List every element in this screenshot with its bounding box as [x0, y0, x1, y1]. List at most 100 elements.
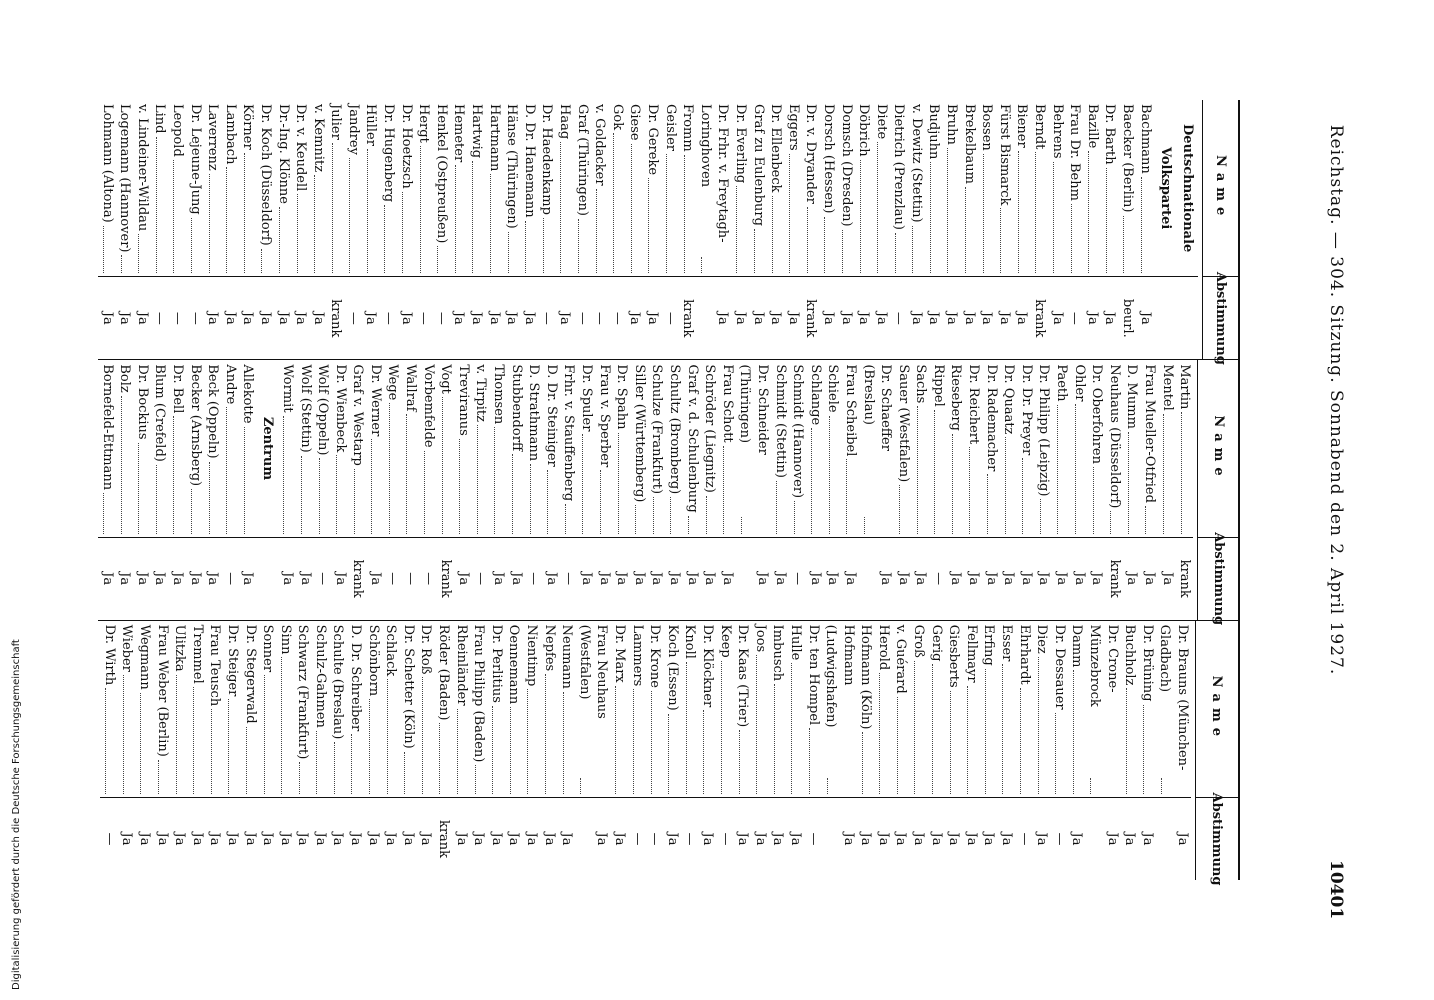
member-name: Baecker (Berlin) [1120, 104, 1136, 213]
leader-dots [454, 165, 468, 274]
member-row: Dr. Dr. Preyer Ja [1017, 360, 1035, 619]
member-row: Nientimp Ja [522, 620, 541, 880]
member-row: Schlange Ja [806, 360, 824, 619]
name-cell: Neuhaus (Düsseldorf) [1105, 360, 1123, 538]
vote: Ja [825, 572, 841, 586]
leader-dots [371, 439, 384, 534]
name-cell: Dr. Oberfohren [1087, 360, 1106, 538]
member-row: Sonner Ja [258, 620, 277, 880]
vote: Ja [172, 832, 188, 846]
name-cell: Ohler [1070, 360, 1088, 538]
name-cell: Dr. Schetter (Köln) [399, 620, 417, 798]
member-row: Biener Ja [1012, 100, 1031, 359]
member-name: Sauer (Westfalen) [895, 364, 911, 483]
member-row: Neuhaus (Düsseldorf) krank [1105, 360, 1123, 619]
member-name: Dr. Wirth [101, 624, 117, 686]
name-cell: Frau Philipp (Baden) [469, 620, 488, 798]
member-row: Lohmann (Altona) Ja [98, 100, 116, 359]
member-row: Frau Scheibel Ja [841, 360, 859, 619]
name-cell: Frau Schott [718, 360, 736, 538]
name-cell: Domsch (Dresden) [836, 100, 855, 278]
member-row: Dr. Gereke Ja [643, 100, 661, 359]
member-row: Dr. Dessauer — [1050, 620, 1068, 880]
name-cell: Schulte (Breslau) [328, 620, 347, 798]
member-name: Gerig [928, 624, 944, 662]
member-name: Bossen [979, 104, 995, 151]
member-name: Rheinländer [453, 624, 469, 706]
vote: Ja [983, 572, 999, 586]
member-name: Neuhaus (Düsseldorf) [1106, 364, 1122, 509]
name-cell: Frau Dr. Behm [1065, 100, 1084, 278]
leader-dots [529, 464, 543, 534]
name-cell: Fellmayr [962, 620, 980, 798]
vote: Ja [205, 572, 221, 586]
vote: Ja [310, 311, 326, 325]
vote: Ja [1034, 832, 1050, 846]
name-cell: Bornefeld-Ettmann [98, 360, 116, 538]
vote: — [592, 311, 608, 325]
leader-dots [861, 732, 875, 794]
name-cell: Frau Teusch [205, 620, 224, 798]
member-name: Dr. Crone-Münzebrock [1087, 624, 1120, 707]
member-name: Bazille [1084, 104, 1100, 149]
member-name: Henkel (Ostpreußen) [433, 104, 449, 244]
vote: Ja [488, 832, 504, 846]
rows: Martin krank Mentel Ja Frau Mueller-Otfried J… [98, 360, 1197, 619]
name-cell: Dr. v. Keudell [291, 100, 310, 278]
member-name: Dr. Everling [732, 104, 748, 184]
vote: — [561, 572, 577, 586]
leader-dots [1127, 431, 1141, 534]
leader-dots [155, 136, 169, 274]
vote: Ja [820, 311, 836, 325]
vote: Ja [136, 832, 152, 846]
member-name: Julier [328, 104, 344, 140]
vote: Ja [785, 311, 801, 325]
vote: Ja [471, 832, 487, 846]
name-cell: Schulze (Frankfurt) [647, 360, 666, 538]
vote: Ja [612, 832, 627, 846]
name-cell: Behrens [1048, 100, 1066, 278]
member-row: Frau Philipp (Baden) Ja [469, 620, 488, 880]
name-cell: D. Dr. Hanemann [520, 100, 538, 278]
vote: Ja [768, 311, 784, 325]
vote: Ja [966, 572, 982, 586]
name-cell: Geisler [661, 100, 679, 278]
member-name: Schmidt (Hannover) [790, 364, 806, 499]
member-row: Wieber Ja [117, 620, 136, 880]
member-name: Fürst Bismarck [996, 104, 1012, 206]
vote: Ja [1036, 572, 1052, 586]
member-row: Dr. Barth Ja [1100, 100, 1119, 359]
member-row: Hänse (Thüringen) Ja [502, 100, 521, 359]
member-row: Graf zu Eulenburg Ja [748, 100, 767, 359]
leader-dots [138, 234, 151, 274]
leader-dots [723, 445, 736, 534]
member-row: Henkel (Ostpreußen) — [432, 100, 450, 359]
vote: Ja [838, 311, 854, 325]
member-row: Frau Weber (Berlin) Ja [152, 620, 171, 880]
member-name: Dr. Barth [1102, 104, 1118, 165]
vote: — [539, 311, 555, 325]
leader-dots [685, 661, 699, 794]
vote: Ja [946, 832, 962, 846]
member-row: Dr. Wienbeck Ja [331, 360, 349, 619]
member-row: Fellmayr Ja [962, 620, 980, 880]
name-cell: Sachs [911, 360, 930, 538]
leader-dots [245, 726, 259, 794]
vote-header: Abstimmung [1209, 792, 1225, 886]
leader-dots [740, 517, 771, 534]
leader-dots [806, 206, 820, 274]
member-row: Geisler — [661, 100, 679, 359]
member-name: Hartmann [486, 104, 502, 172]
member-row: Dr. Schaeffer (Breslau) Ja [858, 360, 895, 619]
member-name: Dr. Brauns (München-Gladbach) [1157, 624, 1190, 771]
leader-dots [226, 407, 239, 534]
vote: Ja [699, 832, 715, 846]
vote: Ja [770, 832, 786, 846]
member-name: Dr. Spuler [579, 364, 595, 432]
member-row: Bolz Ja [115, 360, 134, 619]
name-cell: Hergt [414, 100, 433, 278]
member-row: Brekelbaum Ja [960, 100, 978, 359]
member-row: Beck (Oppeln) Ja [203, 360, 222, 619]
member-row: Frau Schott Ja [718, 360, 736, 619]
member-row: Schmidt (Hannover) — [788, 360, 807, 619]
